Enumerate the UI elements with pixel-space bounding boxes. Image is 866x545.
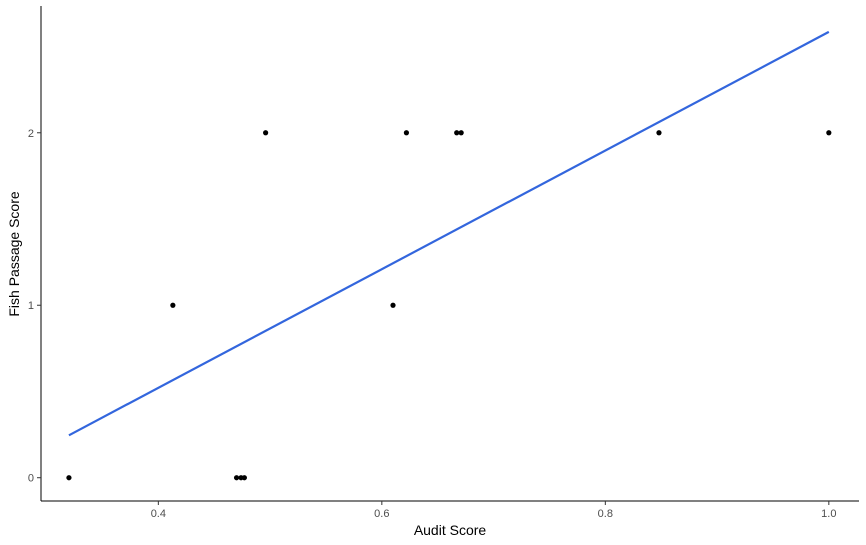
data-point [403, 130, 410, 136]
data-point [390, 302, 396, 308]
data-point [454, 130, 460, 136]
data-point [458, 130, 464, 136]
x-tick-label: 0.8 [598, 508, 613, 520]
data-point [263, 130, 269, 136]
y-tick-label: 2 [28, 128, 34, 140]
x-axis-title: Audit Score [414, 522, 487, 538]
y-axis-title: Fish Passage Score [6, 191, 22, 316]
data-point [826, 130, 832, 136]
data-point [656, 130, 662, 136]
data-point [170, 302, 176, 308]
data-point [241, 475, 247, 481]
y-tick-label: 0 [28, 473, 34, 485]
plot-area [66, 30, 832, 481]
data-point [233, 475, 240, 481]
y-tick-label: 1 [28, 300, 34, 312]
regression-line [68, 30, 830, 437]
x-axis-ticks: 0.4 0.6 0.8 1.0 [151, 501, 836, 520]
x-tick-label: 0.4 [151, 508, 166, 520]
y-axis-ticks: 0 1 2 [28, 128, 41, 485]
data-point [66, 475, 72, 481]
x-tick-label: 1.0 [821, 508, 836, 520]
x-tick-label: 0.6 [374, 508, 389, 520]
